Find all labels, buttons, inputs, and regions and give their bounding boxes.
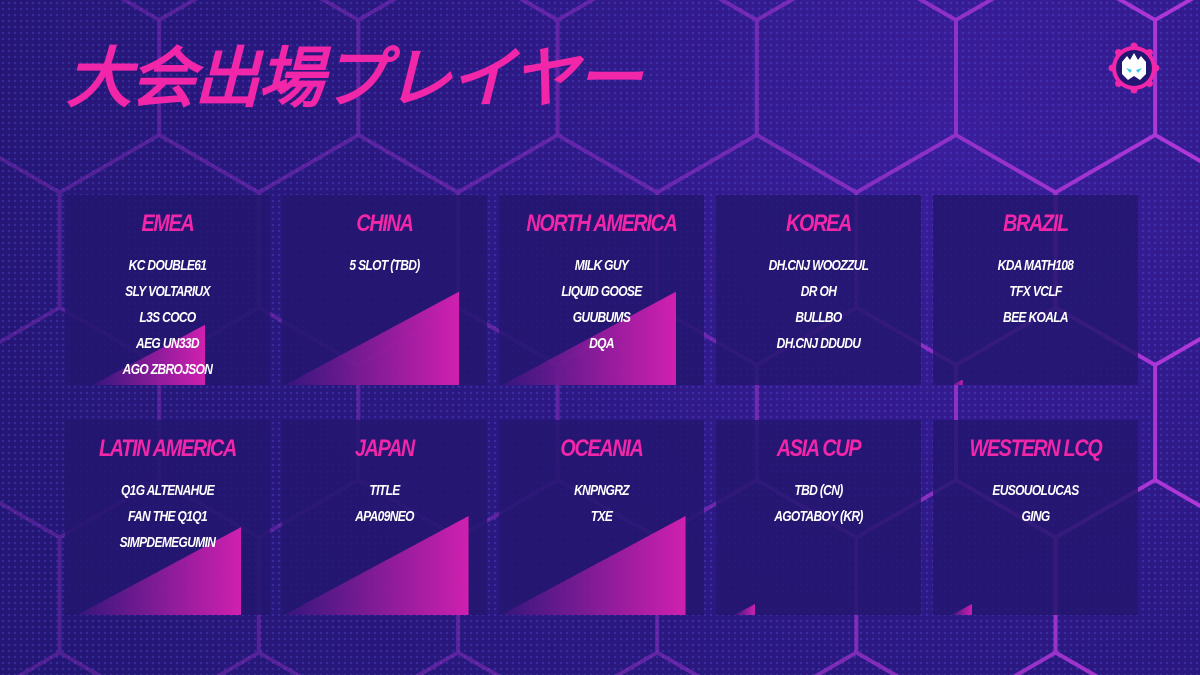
player-name: KC DOUBLE61 bbox=[128, 257, 207, 274]
player-name: AEG UN33D bbox=[136, 335, 200, 352]
player-name: AGOTABOY (KR) bbox=[774, 508, 863, 525]
region-name: BRAZIL bbox=[1003, 210, 1069, 237]
player-name: TITLE bbox=[369, 482, 400, 499]
player-list: EUSOUOLUCAS GING bbox=[933, 478, 1138, 530]
player-name: KDA MATH108 bbox=[997, 257, 1074, 274]
gradient-triangle bbox=[501, 516, 686, 615]
player-name: GING bbox=[1021, 508, 1050, 525]
player-name: DH.CNJ DDUDU bbox=[776, 335, 861, 352]
region-card: WESTERN LCQ EUSOUOLUCAS GING bbox=[933, 420, 1138, 615]
player-name: SIMPDEMEGUMIN bbox=[119, 534, 216, 551]
player-name: MILK GUY bbox=[574, 257, 629, 274]
player-list: TBD (CN) AGOTABOY (KR) bbox=[716, 478, 921, 530]
player-name: 5 SLOT (TBD) bbox=[349, 257, 420, 274]
player-name: TFX VCLF bbox=[1009, 283, 1062, 300]
player-name: EUSOUOLUCAS bbox=[992, 482, 1079, 499]
player-name: GUUBUMS bbox=[572, 309, 631, 326]
player-name: SLY VOLTARIUX bbox=[125, 283, 210, 300]
player-list: 5 SLOT (TBD) bbox=[282, 253, 487, 279]
region-name: ASIA CUP bbox=[776, 435, 862, 462]
region-name: WESTERN LCQ bbox=[969, 435, 1103, 462]
player-name: TBD (CN) bbox=[794, 482, 843, 499]
gradient-triangle bbox=[952, 379, 963, 385]
region-name: OCEANIA bbox=[560, 435, 643, 462]
player-list: KDA MATH108 TFX VCLF BEE KOALA bbox=[933, 253, 1138, 331]
player-list: Q1G ALTENAHUE FAN THE Q1Q1 SIMPDEMEGUMIN bbox=[65, 478, 270, 556]
player-name: BULLBO bbox=[795, 309, 842, 326]
player-name: TXE bbox=[590, 508, 613, 525]
region-card: ASIA CUP TBD (CN) AGOTABOY (KR) bbox=[716, 420, 921, 615]
region-name: CHINA bbox=[356, 210, 413, 237]
region-card: CHINA 5 SLOT (TBD) bbox=[282, 195, 487, 385]
region-card: NORTH AMERICA MILK GUY LIQUID GOOSE GUUBUMS… bbox=[499, 195, 704, 385]
player-list: TITLE APA09NEO bbox=[282, 478, 487, 530]
gradient-triangle bbox=[951, 604, 972, 615]
player-name: LIQUID GOOSE bbox=[561, 283, 642, 300]
region-card: KOREA DH.CNJ WOOZZUL DR OH BULLBO DH.CNJ DDU… bbox=[716, 195, 921, 385]
player-name: FAN THE Q1Q1 bbox=[127, 508, 208, 525]
region-name: KOREA bbox=[786, 210, 852, 237]
region-name: EMEA bbox=[141, 210, 195, 237]
player-name: Q1G ALTENAHUE bbox=[120, 482, 215, 499]
page-title: 大会出場プレイヤー bbox=[66, 41, 642, 115]
region-card: LATIN AMERICA Q1G ALTENAHUE FAN THE Q1Q1 SI… bbox=[65, 420, 270, 615]
player-name: KNPNGRZ bbox=[574, 482, 630, 499]
player-name: APA09NEO bbox=[355, 508, 414, 525]
region-card: EMEA KC DOUBLE61 SLY VOLTARIUX L3S COCO AEG … bbox=[65, 195, 270, 385]
player-name: DQA bbox=[589, 335, 614, 352]
gradient-triangle bbox=[285, 291, 460, 385]
region-name: NORTH AMERICA bbox=[526, 210, 677, 237]
player-list: KC DOUBLE61 SLY VOLTARIUX L3S COCO AEG UN33… bbox=[65, 253, 270, 383]
player-list: KNPNGRZ TXE bbox=[499, 478, 704, 530]
crowned-mask-gear-logo-icon bbox=[1108, 42, 1160, 94]
region-card: JAPAN TITLE APA09NEO bbox=[282, 420, 487, 615]
region-name: JAPAN bbox=[354, 435, 415, 462]
player-name: L3S COCO bbox=[139, 309, 196, 326]
player-name: DH.CNJ WOOZZUL bbox=[768, 257, 869, 274]
player-list: DH.CNJ WOOZZUL DR OH BULLBO DH.CNJ DDUDU bbox=[716, 253, 921, 357]
gradient-triangle bbox=[734, 604, 755, 615]
region-name: LATIN AMERICA bbox=[98, 435, 237, 462]
player-name: BEE KOALA bbox=[1003, 309, 1069, 326]
player-name: DR OH bbox=[800, 283, 837, 300]
region-card: OCEANIA KNPNGRZ TXE bbox=[499, 420, 704, 615]
player-list: MILK GUY LIQUID GOOSE GUUBUMS DQA bbox=[499, 253, 704, 357]
player-name: AGO ZBROJSON bbox=[122, 361, 213, 378]
region-card: BRAZIL KDA MATH108 TFX VCLF BEE KOALA bbox=[933, 195, 1138, 385]
gradient-triangle bbox=[284, 516, 469, 615]
